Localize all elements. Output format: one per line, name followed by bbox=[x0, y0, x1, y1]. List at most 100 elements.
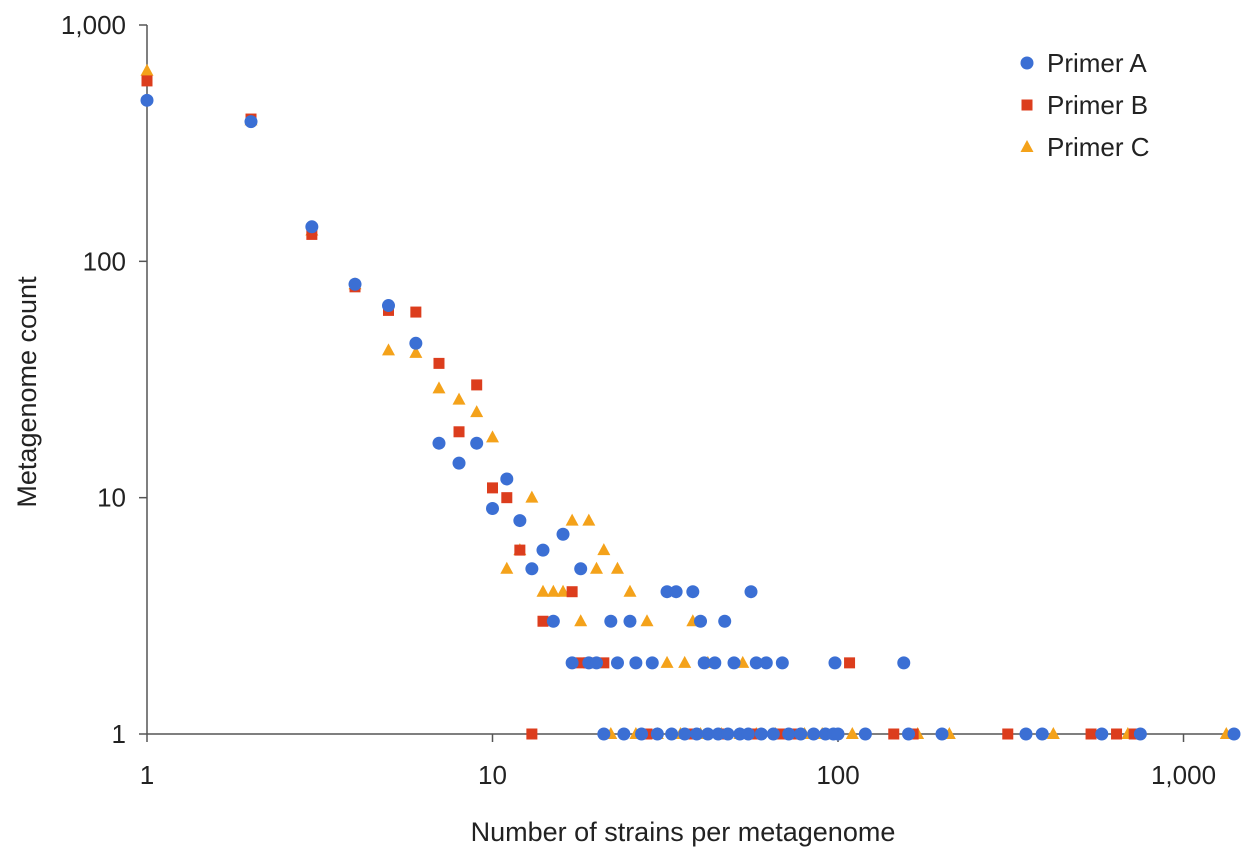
data-point bbox=[556, 527, 570, 541]
data-point bbox=[566, 586, 578, 598]
data-point bbox=[141, 75, 153, 87]
data-point bbox=[470, 436, 484, 450]
data-point bbox=[660, 585, 674, 599]
data-point bbox=[306, 228, 318, 240]
data-point bbox=[678, 727, 692, 741]
data-point bbox=[452, 392, 466, 405]
data-point bbox=[604, 614, 618, 628]
data-point bbox=[828, 656, 842, 670]
data-point bbox=[597, 727, 611, 741]
series-primer-b bbox=[141, 75, 1140, 740]
data-point bbox=[597, 543, 611, 556]
data-point bbox=[452, 456, 466, 470]
legend-marker-triangle bbox=[1020, 140, 1034, 152]
data-point bbox=[690, 727, 704, 741]
y-tick-label: 10 bbox=[97, 483, 126, 513]
data-point bbox=[721, 727, 735, 741]
data-point bbox=[525, 490, 539, 503]
data-point bbox=[582, 513, 596, 526]
data-point bbox=[888, 728, 900, 740]
data-point bbox=[678, 655, 692, 668]
data-point bbox=[902, 727, 916, 741]
x-tick-label: 1,000 bbox=[1151, 760, 1216, 790]
data-point bbox=[244, 115, 258, 129]
data-point bbox=[526, 728, 538, 740]
data-point bbox=[645, 656, 659, 670]
legend-marker-square bbox=[1021, 99, 1033, 111]
data-point bbox=[754, 727, 768, 741]
data-point bbox=[794, 727, 808, 741]
data-point bbox=[500, 472, 514, 486]
data-point bbox=[574, 614, 588, 627]
data-point bbox=[665, 727, 679, 741]
data-point bbox=[513, 514, 527, 528]
data-point bbox=[381, 343, 395, 356]
data-point bbox=[831, 727, 845, 741]
data-point bbox=[897, 656, 911, 670]
x-tick-label: 1 bbox=[140, 760, 154, 790]
data-point bbox=[575, 657, 587, 669]
data-point bbox=[617, 727, 631, 741]
data-point bbox=[140, 63, 154, 76]
data-point bbox=[858, 727, 872, 741]
data-point bbox=[1046, 727, 1060, 739]
data-point bbox=[1227, 727, 1241, 741]
x-tick-label: 100 bbox=[816, 760, 859, 790]
data-point bbox=[660, 655, 674, 668]
data-point bbox=[1111, 728, 1123, 740]
data-point bbox=[845, 727, 859, 739]
data-point bbox=[305, 220, 319, 234]
data-point bbox=[565, 513, 579, 526]
data-point bbox=[1095, 727, 1109, 741]
data-point bbox=[348, 277, 362, 291]
data-point bbox=[635, 727, 649, 741]
data-point bbox=[629, 656, 643, 670]
data-point bbox=[623, 614, 637, 628]
y-tick-label: 1 bbox=[112, 719, 126, 749]
data-point bbox=[536, 543, 550, 557]
data-point bbox=[844, 657, 856, 669]
data-point bbox=[432, 381, 446, 394]
y-tick-label: 1,000 bbox=[61, 10, 126, 40]
data-point bbox=[935, 727, 949, 741]
data-point bbox=[433, 357, 445, 369]
x-tick-label: 10 bbox=[478, 760, 507, 790]
data-point bbox=[807, 727, 821, 741]
data-point bbox=[537, 615, 549, 627]
data-point bbox=[1002, 728, 1014, 740]
data-point bbox=[556, 584, 570, 597]
data-point bbox=[590, 656, 604, 670]
data-point bbox=[486, 501, 500, 515]
legend-label: Primer A bbox=[1047, 48, 1147, 78]
data-point bbox=[598, 657, 610, 669]
ticks: 1 10 100 1,000 1 10 100 1,000 bbox=[61, 10, 1216, 790]
data-point bbox=[1019, 727, 1033, 741]
data-point bbox=[546, 614, 560, 628]
data-point bbox=[610, 656, 624, 670]
data-point bbox=[514, 544, 526, 556]
data-point bbox=[640, 614, 654, 627]
data-point bbox=[686, 585, 700, 599]
data-point bbox=[610, 561, 624, 574]
data-point bbox=[501, 492, 513, 504]
data-point bbox=[500, 561, 514, 574]
data-point bbox=[727, 656, 741, 670]
data-points bbox=[140, 63, 1241, 741]
data-point bbox=[574, 562, 588, 576]
data-point bbox=[741, 727, 755, 741]
y-axis-title: Metagenome count bbox=[12, 276, 42, 508]
data-point bbox=[410, 306, 422, 318]
data-point bbox=[775, 656, 789, 670]
data-point bbox=[409, 336, 423, 350]
data-point bbox=[711, 727, 725, 741]
legend-label: Primer B bbox=[1047, 90, 1148, 120]
legend-label: Primer C bbox=[1047, 132, 1150, 162]
series-primer-c bbox=[140, 63, 1233, 739]
data-point bbox=[140, 93, 154, 107]
data-point bbox=[565, 656, 579, 670]
data-point bbox=[381, 299, 395, 313]
data-point bbox=[718, 614, 732, 628]
data-point bbox=[525, 562, 539, 576]
data-point bbox=[409, 345, 423, 358]
